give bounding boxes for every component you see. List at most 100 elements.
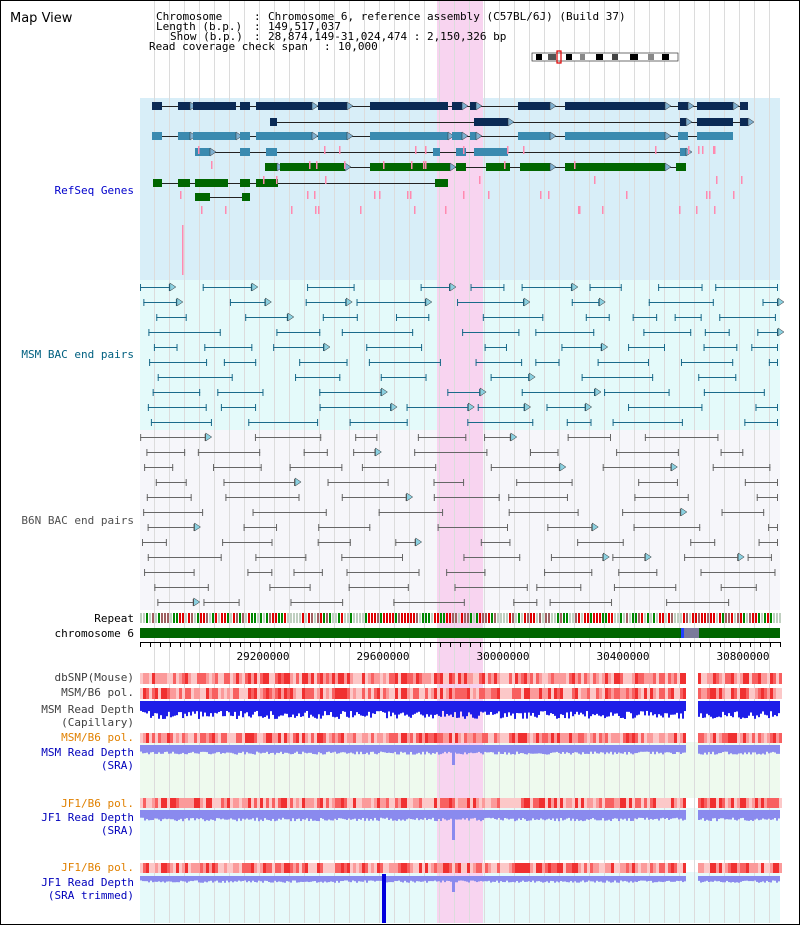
jf1-depth-sra-bar (546, 810, 548, 820)
msm-depth-capillary-bar (622, 701, 624, 718)
repeat-feature (698, 613, 700, 623)
msm-depth-capillary-bar (298, 701, 300, 714)
gene-exon (256, 132, 312, 140)
jf1-depth-sra-bar (634, 810, 636, 819)
msm-b6-pol-heat (668, 688, 671, 699)
track-label-jf1-depth-sra[interactable]: JF1 Read Depth (41, 811, 134, 824)
msm-depth-capillary-bar (752, 701, 754, 716)
repeat-feature (323, 613, 325, 623)
dbsnp-heat (644, 673, 647, 684)
msm-depth-sra-bar (182, 745, 184, 753)
jf1-depth-trimmed-bar (496, 876, 498, 881)
track-label-msm-b6-pol[interactable]: MSM/B6 pol. (61, 686, 134, 699)
msm-depth-sra-bar (160, 745, 162, 754)
msm-depth-capillary-bar (636, 701, 638, 716)
track-label-msm-b6-pol-sra[interactable]: MSM/B6 pol. (61, 731, 134, 744)
msm-depth-capillary-bar (766, 701, 768, 716)
jf1-depth-trimmed-bar (460, 876, 462, 881)
jf1-b6-pol-trimmed-heat (755, 863, 758, 873)
repeat-feature (572, 613, 574, 623)
jf1-b6-pol-heat (251, 798, 254, 808)
jf1-b6-pol-trimmed-heat (365, 863, 368, 873)
dbsnp-heat (350, 673, 353, 684)
jf1-depth-trimmed-bar (738, 876, 740, 883)
dbsnp-heat (359, 673, 362, 684)
jf1-depth-trimmed-bar (678, 876, 680, 882)
jf1-b6-pol-trimmed-heat (716, 863, 719, 873)
jf1-depth-sra-bar (702, 810, 704, 819)
msm-b6-pol-sra-heat (239, 733, 242, 743)
jf1-depth-trimmed-bar (594, 876, 596, 883)
msm-b6-pol-heat (482, 688, 485, 699)
msm-depth-capillary-bar (478, 701, 480, 716)
msm-b6-pol-heat (473, 688, 476, 699)
msm-depth-capillary-bar (708, 701, 710, 716)
track-label-dbsnp[interactable]: dbSNP(Mouse) (54, 671, 134, 684)
jf1-depth-sra-bar (632, 810, 634, 821)
dbsnp-heat (701, 673, 704, 684)
gene-small-feature (523, 146, 525, 154)
jf1-b6-pol-trimmed-heat (518, 863, 521, 873)
jf1-depth-sra-bar (520, 810, 522, 820)
track-label-msm-depth-capillary[interactable]: MSM Read Depth (41, 703, 134, 716)
msm-depth-sra-bar (476, 745, 478, 753)
jf1-b6-pol-heat (767, 798, 770, 808)
msm-b6-pol-sra-heat (176, 733, 179, 743)
track-label-b6n-bac[interactable]: B6N BAC end pairs (21, 514, 134, 527)
msm-b6-pol-sra-heat (257, 733, 260, 743)
msm-b6-pol-heat (641, 688, 644, 699)
track-label-chromosome[interactable]: chromosome 6 (54, 627, 134, 640)
track-label-jf1-depth-trimmed[interactable]: JF1 Read Depth (41, 876, 134, 889)
msm-depth-sra-bar (776, 745, 778, 754)
jf1-depth-trimmed-bar (164, 876, 166, 883)
msm-depth-capillary-bar (722, 701, 724, 712)
msm-b6-pol-heat (344, 688, 347, 699)
jf1-b6-pol-trimmed-heat (656, 863, 659, 873)
track-label-msm-bac[interactable]: MSM BAC end pairs (21, 348, 134, 361)
msm-b6-pol-heat (554, 688, 557, 699)
gene-small-feature (339, 146, 341, 154)
repeat-feature (635, 613, 637, 623)
jf1-b6-pol-heat (452, 798, 455, 808)
msm-depth-capillary-bar (158, 701, 160, 719)
msm-bac-pair-arrow (323, 342, 331, 352)
jf1-b6-pol-heat (632, 798, 635, 808)
msm-depth-sra-bar (272, 745, 274, 753)
jf1-depth-trimmed-bar (234, 876, 236, 882)
msm-depth-sra-bar (542, 745, 544, 754)
msm-bac-pair-arrow (265, 297, 272, 307)
jf1-b6-pol-trimmed-heat (197, 863, 200, 873)
msm-bac-pair-arrow (381, 387, 388, 397)
msm-b6-pol-sra-heat (752, 733, 755, 743)
jf1-depth-sra-bar (574, 810, 576, 822)
track-label-repeat[interactable]: Repeat (94, 612, 134, 625)
msm-b6-pol-sra-heat (746, 733, 749, 743)
repeat-feature (743, 613, 745, 623)
msm-b6-pol-sra-heat (287, 733, 290, 743)
track-label-jf1-b6-pol[interactable]: JF1/B6 pol. (61, 797, 134, 810)
jf1-depth-sra-bar (242, 810, 244, 819)
track-label-jf1-b6-pol-trimmed[interactable]: JF1/B6 pol. (61, 861, 134, 874)
jf1-depth-trimmed-bar (560, 876, 562, 881)
msm-b6-pol-heat (419, 688, 422, 699)
track-label-refseq[interactable]: RefSeq Genes (54, 184, 134, 197)
coverage-label: Read coverage check span (149, 40, 308, 53)
msm-depth-sra-bar (212, 745, 214, 754)
jf1-depth-trimmed-bar (544, 876, 546, 883)
gene-small-feature (198, 146, 200, 154)
repeat-feature (629, 613, 631, 623)
msm-b6-pol-heat (200, 688, 203, 699)
msm-depth-capillary-bar (264, 701, 266, 718)
axis-tick-label: 30800000 (717, 650, 770, 663)
track-label-msm-depth-sra[interactable]: MSM Read Depth (41, 746, 134, 759)
msm-b6-pol-sra-heat (428, 733, 431, 743)
msm-depth-sra-bar (472, 745, 474, 754)
msm-b6-pol-heat (455, 688, 458, 699)
gene-exon (452, 102, 462, 110)
gene-exon (152, 132, 162, 140)
jf1-depth-sra-bar (254, 810, 256, 821)
dbsnp-heat (446, 673, 449, 684)
gene-exon (318, 132, 347, 140)
jf1-b6-pol-heat (350, 798, 353, 808)
